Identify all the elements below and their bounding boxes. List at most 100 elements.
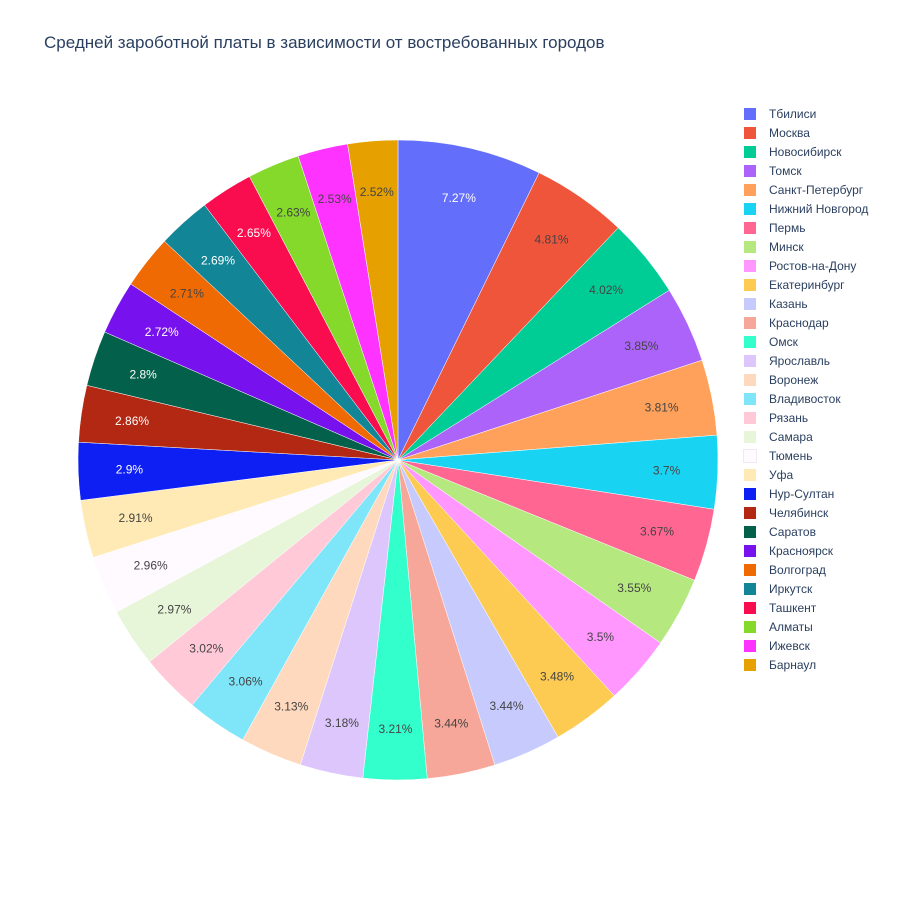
legend-label: Томск (769, 164, 802, 178)
pie-slice-label-6: 3.7% (653, 463, 681, 477)
legend-swatch (744, 526, 756, 538)
pie-slice-label-22: 2.86% (115, 414, 149, 428)
legend-label: Иркутск (769, 582, 813, 596)
pie-slices (77, 139, 719, 781)
legend-item[interactable]: Ижевск (740, 637, 900, 656)
legend-item[interactable]: Челябинск (740, 504, 900, 523)
legend-label: Новосибирск (769, 145, 842, 159)
legend-swatch (744, 355, 756, 367)
pie-slice-30[interactable] (347, 139, 399, 461)
pie-slice-label-29: 2.53% (318, 192, 352, 206)
pie-slice-label-19: 2.96% (134, 558, 168, 572)
legend-item[interactable]: Рязань (740, 409, 900, 428)
legend-item[interactable]: Ростов-на-Дону (740, 257, 900, 276)
legend-swatch (744, 640, 756, 652)
legend-item[interactable]: Казань (740, 295, 900, 314)
legend-item[interactable]: Краснодар (740, 314, 900, 333)
pie-slice-label-24: 2.72% (145, 325, 179, 339)
pie-slice-label-18: 2.97% (157, 602, 191, 616)
pie-slice-label-3: 4.02% (589, 283, 623, 297)
legend-label: Челябинск (769, 506, 829, 520)
pie-slice-label-4: 3.85% (624, 339, 658, 353)
legend-label: Краснодар (769, 316, 829, 330)
legend-swatch (744, 621, 756, 633)
legend-item[interactable]: Воронеж (740, 371, 900, 390)
legend-swatch (744, 431, 756, 443)
legend-swatch (744, 393, 756, 405)
legend[interactable]: Тбилиси Москва Новосибирск Томск Санкт-Петер… (740, 105, 900, 675)
legend-item[interactable]: Ярославль (740, 352, 900, 371)
pie-slice-label-14: 3.18% (325, 716, 359, 730)
pie-slice-label-8: 3.55% (617, 581, 651, 595)
legend-item[interactable]: Екатеринбург (740, 276, 900, 295)
pie-slice-1[interactable] (397, 139, 540, 461)
pie-slice-label-10: 3.48% (540, 670, 574, 684)
legend-item[interactable]: Томск (740, 162, 900, 181)
pie-slice-label-23: 2.8% (129, 368, 157, 382)
pie-slice-label-21: 2.9% (116, 463, 144, 477)
legend-label: Пермь (769, 221, 806, 235)
legend-item[interactable]: Волгоград (740, 561, 900, 580)
legend-swatch (743, 449, 757, 463)
legend-item[interactable]: Санкт-Петербург (740, 181, 900, 200)
legend-swatch (744, 659, 756, 671)
legend-swatch (744, 146, 756, 158)
legend-swatch (744, 488, 756, 500)
legend-label: Барнаул (769, 658, 817, 672)
legend-item[interactable]: Тбилиси (740, 105, 900, 124)
legend-item[interactable]: Тюмень (740, 447, 900, 466)
legend-swatch (744, 184, 756, 196)
legend-item[interactable]: Нижний Новгород (740, 200, 900, 219)
legend-item[interactable]: Красноярск (740, 542, 900, 561)
pie-slice-label-11: 3.44% (490, 699, 524, 713)
pie-slice-label-7: 3.67% (640, 525, 674, 539)
legend-swatch (744, 583, 756, 595)
legend-label: Рязань (769, 411, 809, 425)
legend-label: Москва (769, 126, 810, 140)
legend-item[interactable]: Минск (740, 238, 900, 257)
pie-slice-labels: 7.27% 4.81% 4.02% 3.85% 3.81% 3.7% 3.67% 3.55% 3… (115, 185, 681, 736)
legend-label: Санкт-Петербург (769, 183, 864, 197)
legend-item[interactable]: Владивосток (740, 390, 900, 409)
legend-item[interactable]: Саратов (740, 523, 900, 542)
legend-item[interactable]: Алматы (740, 618, 900, 637)
legend-label: Воронеж (769, 373, 819, 387)
legend-swatch (744, 241, 756, 253)
legend-item[interactable]: Барнаул (740, 656, 900, 675)
chart-title: Средней зароботной платы в зависимости о… (44, 33, 605, 52)
legend-swatch (744, 374, 756, 386)
legend-label: Владивосток (769, 392, 841, 406)
legend-item[interactable]: Москва (740, 124, 900, 143)
pie-slice-label-28: 2.63% (276, 205, 310, 219)
legend-item[interactable]: Новосибирск (740, 143, 900, 162)
legend-item[interactable]: Нур-Султан (740, 485, 900, 504)
pie-slice-label-17: 3.02% (189, 641, 223, 655)
legend-swatch (744, 545, 756, 557)
legend-swatch (744, 279, 756, 291)
legend-item[interactable]: Иркутск (740, 580, 900, 599)
pie-slice-label-20: 2.91% (119, 511, 153, 525)
pie-slice-label-2: 4.81% (535, 232, 569, 246)
legend-swatch (744, 108, 756, 120)
legend-label: Минск (769, 240, 804, 254)
legend-label: Красноярск (769, 544, 834, 558)
legend-item[interactable]: Пермь (740, 219, 900, 238)
legend-item[interactable]: Ташкент (740, 599, 900, 618)
legend-label: Саратов (769, 525, 816, 539)
legend-swatch (744, 469, 756, 481)
legend-swatch (744, 222, 756, 234)
legend-item[interactable]: Самара (740, 428, 900, 447)
legend-label: Нур-Султан (769, 487, 835, 501)
pie-slice-label-27: 2.65% (237, 226, 271, 240)
pie-slice-label-16: 3.06% (229, 674, 263, 688)
legend-item[interactable]: Уфа (740, 466, 900, 485)
legend-label: Уфа (769, 468, 794, 482)
legend-item[interactable]: Омск (740, 333, 900, 352)
legend-label: Ростов-на-Дону (769, 259, 857, 273)
pie-slice-label-30: 2.52% (360, 185, 394, 199)
pie-slice-label-15: 3.13% (274, 700, 308, 714)
legend-swatch (744, 507, 756, 519)
legend-swatch (744, 317, 756, 329)
